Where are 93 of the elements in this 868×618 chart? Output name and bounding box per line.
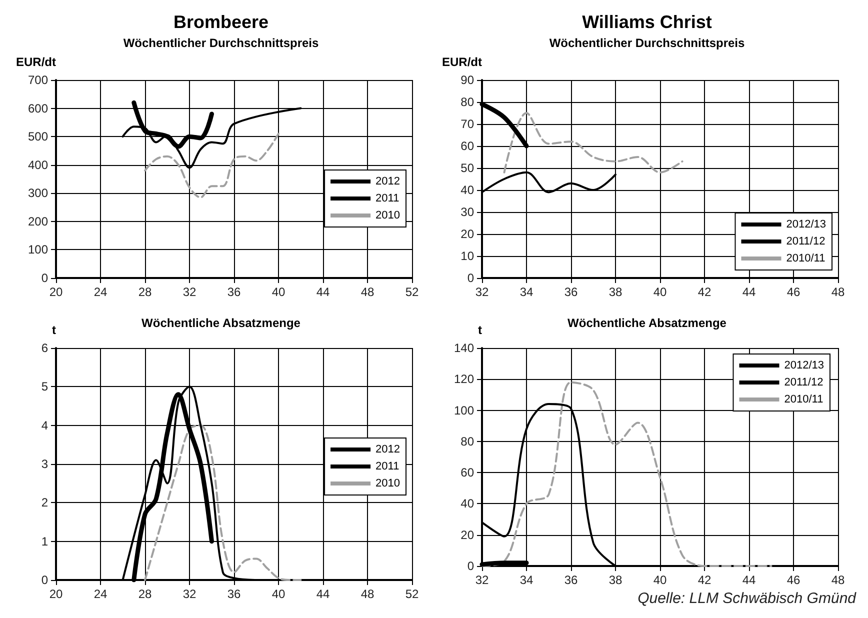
x-tick-label: 40 bbox=[653, 285, 667, 299]
y-tick-label: 200 bbox=[28, 214, 48, 228]
line-series bbox=[503, 112, 684, 174]
x-tick-label: 44 bbox=[316, 587, 330, 601]
y-tick-label: 3 bbox=[41, 457, 48, 471]
y-tick-label: 120 bbox=[454, 372, 474, 386]
x-tick-label: 42 bbox=[698, 285, 712, 299]
x-tick-label: 40 bbox=[272, 285, 286, 299]
x-tick-label: 46 bbox=[786, 285, 800, 299]
y-tick-label: 600 bbox=[28, 101, 48, 116]
x-tick-label: 28 bbox=[138, 285, 152, 299]
x-tick-label: 48 bbox=[831, 285, 845, 299]
x-tick-label: 32 bbox=[182, 587, 196, 601]
x-tick-label: 52 bbox=[405, 285, 419, 299]
x-tick-label: 42 bbox=[698, 573, 712, 587]
y-tick-label: 0 bbox=[41, 271, 48, 285]
y-tick-label: 30 bbox=[460, 205, 474, 219]
legend-label: 2010/11 bbox=[786, 252, 826, 264]
x-tick-label: 36 bbox=[564, 573, 578, 587]
y-tick-label: 70 bbox=[460, 117, 474, 131]
x-tick-label: 34 bbox=[520, 285, 534, 299]
y-tick-label: 6 bbox=[41, 341, 48, 355]
legend-label: 2010 bbox=[376, 478, 400, 490]
x-tick-label: 40 bbox=[653, 573, 667, 587]
chart-subtitle: Wöchentlicher Durchschnittspreis bbox=[549, 36, 746, 50]
chart-title: Williams Christ bbox=[582, 12, 712, 32]
y-tick-label: 1 bbox=[41, 534, 48, 548]
x-tick-label: 28 bbox=[138, 587, 152, 601]
legend-label: 2010/11 bbox=[784, 394, 824, 406]
x-tick-label: 38 bbox=[608, 573, 622, 587]
y-axis-title: t bbox=[52, 323, 56, 337]
x-tick-label: 34 bbox=[520, 573, 534, 587]
y-tick-label: 40 bbox=[460, 496, 474, 511]
y-tick-label: 0 bbox=[467, 559, 474, 573]
y-tick-label: 5 bbox=[41, 380, 48, 394]
x-tick-label: 44 bbox=[742, 573, 756, 587]
y-tick-label: 80 bbox=[460, 95, 474, 109]
line-series bbox=[144, 132, 280, 198]
y-tick-label: 20 bbox=[460, 227, 474, 241]
legend-label: 2012/13 bbox=[784, 360, 824, 372]
source-note: Quelle: LLM Schwäbisch Gmünd bbox=[638, 590, 857, 607]
legend-label: 2011 bbox=[376, 460, 400, 472]
y-tick-label: 300 bbox=[28, 186, 48, 200]
y-tick-label: 500 bbox=[28, 130, 48, 144]
y-axis-title: EUR/dt bbox=[16, 55, 56, 69]
x-tick-label: 44 bbox=[316, 285, 330, 299]
legend-label: 2012/13 bbox=[786, 218, 826, 230]
y-tick-label: 10 bbox=[460, 249, 474, 263]
y-tick-label: 700 bbox=[28, 73, 48, 87]
x-tick-label: 36 bbox=[564, 285, 578, 299]
x-tick-label: 40 bbox=[272, 587, 286, 601]
y-tick-label: 80 bbox=[460, 434, 474, 448]
y-tick-label: 100 bbox=[454, 403, 474, 418]
chart-title: Wöchentliche Absatzmenge bbox=[142, 316, 301, 330]
y-tick-label: 0 bbox=[467, 271, 474, 285]
y-tick-label: 60 bbox=[460, 466, 474, 480]
x-tick-label: 48 bbox=[831, 573, 845, 587]
chart-title: Brombeere bbox=[173, 12, 269, 32]
legend-label: 2011/12 bbox=[786, 236, 826, 248]
y-tick-label: 40 bbox=[460, 183, 474, 197]
legend-label: 2010 bbox=[376, 210, 400, 222]
x-tick-label: 32 bbox=[182, 285, 196, 299]
x-tick-label: 36 bbox=[227, 285, 241, 299]
legend-label: 2011 bbox=[376, 192, 400, 204]
y-tick-label: 400 bbox=[28, 158, 48, 172]
y-tick-label: 20 bbox=[460, 528, 474, 542]
chart-title: Wöchentliche Absatzmenge bbox=[568, 316, 727, 330]
x-tick-label: 36 bbox=[227, 587, 241, 601]
x-tick-label: 32 bbox=[475, 573, 489, 587]
x-tick-label: 48 bbox=[360, 285, 374, 299]
y-tick-label: 50 bbox=[460, 161, 474, 175]
y-tick-label: 4 bbox=[41, 418, 48, 432]
y-tick-label: 90 bbox=[460, 73, 474, 87]
x-tick-label: 38 bbox=[608, 285, 622, 299]
legend-label: 2011/12 bbox=[784, 376, 824, 388]
x-tick-label: 32 bbox=[475, 285, 489, 299]
x-tick-label: 24 bbox=[94, 587, 108, 601]
x-tick-label: 52 bbox=[405, 587, 419, 601]
y-tick-label: 2 bbox=[41, 496, 48, 510]
line-series bbox=[144, 424, 302, 581]
x-tick-label: 44 bbox=[742, 285, 756, 299]
y-tick-label: 100 bbox=[28, 242, 48, 257]
x-tick-label: 24 bbox=[94, 285, 108, 299]
y-axis-title: t bbox=[478, 323, 482, 337]
x-tick-label: 48 bbox=[360, 587, 374, 601]
chart-subtitle: Wöchentlicher Durchschnittspreis bbox=[123, 36, 320, 50]
y-tick-label: 0 bbox=[41, 573, 48, 587]
y-tick-label: 60 bbox=[460, 139, 474, 153]
legend-label: 2012 bbox=[376, 176, 400, 188]
y-axis-title: EUR/dt bbox=[442, 55, 482, 69]
y-tick-label: 140 bbox=[454, 341, 474, 355]
legend-label: 2012 bbox=[376, 444, 400, 456]
x-tick-label: 46 bbox=[786, 573, 800, 587]
